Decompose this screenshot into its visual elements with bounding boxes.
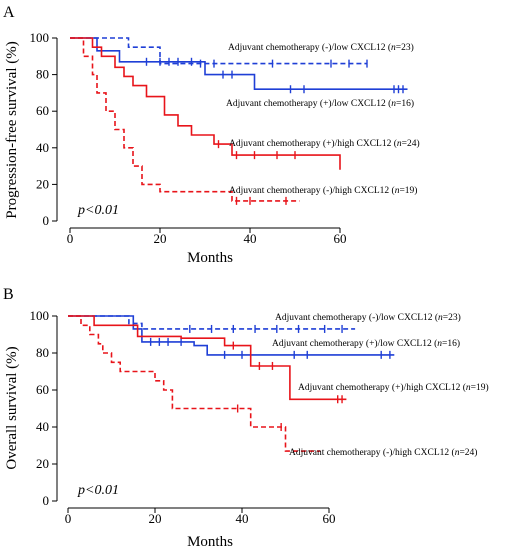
series-label-b-2: Adjuvant chemotherapy (+)/low CXCL12 (n=…	[272, 338, 460, 349]
y-axis-label-a: Progression-free survival (%)	[4, 41, 20, 218]
y-tick-label: 0	[43, 213, 50, 228]
series-label-b-4: Adjuvant chemotherapy (-)/high CXCL12 (n…	[289, 447, 477, 458]
y-axis-label-b: Overall survival (%)	[4, 346, 20, 469]
x-tick-label: 0	[67, 231, 74, 246]
series-label-a-4: Adjuvant chemotherapy (-)/high CXCL12 (n…	[229, 185, 417, 196]
x-tick-label: 0	[65, 511, 72, 526]
p-value-a: p<0.01	[77, 203, 119, 218]
x-tick-label: 20	[149, 511, 162, 526]
km-curve-3	[70, 37, 341, 170]
y-tick-label: 40	[36, 140, 49, 155]
panel-label-a: A	[3, 4, 15, 21]
series-label-b-1: Adjuvant chemotherapy (-)/low CXCL12 (n=…	[275, 312, 461, 323]
x-tick-label: 20	[154, 231, 167, 246]
km-curve-2	[70, 37, 408, 90]
series-label-a-1: Adjuvant chemotherapy (-)/low CXCL12 (n=…	[228, 42, 414, 53]
y-tick-label: 20	[36, 456, 49, 471]
panel-b: B Overall survival (%) Months p<0.01 0 20…	[3, 286, 489, 550]
axes-b: 0 20 40 60 80 100 0 20 40 60	[30, 308, 336, 526]
x-tick-label: 60	[334, 231, 347, 246]
series-labels-a: Adjuvant chemotherapy (-)/low CXCL12 (n=…	[226, 42, 420, 196]
km-curve-4	[70, 37, 300, 202]
km-curve-3	[68, 315, 347, 401]
p-value-b: p<0.01	[77, 483, 119, 498]
x-tick-label: 60	[323, 511, 336, 526]
y-tick-label: 80	[36, 345, 49, 360]
y-tick-label: 20	[36, 176, 49, 191]
x-tick-label: 40	[244, 231, 257, 246]
plot-area-a	[70, 37, 408, 205]
y-tick-label: 100	[30, 308, 50, 323]
y-tick-label: 60	[36, 382, 49, 397]
x-axis-label-b: Months	[187, 534, 233, 550]
series-label-b-3: Adjuvant chemotherapy (+)/high CXCL12 (n…	[298, 382, 489, 393]
plot-area-b	[68, 315, 395, 452]
panel-a: A Progression-free survival (%) Months p…	[3, 4, 420, 266]
km-curve-4	[68, 315, 321, 452]
y-tick-label: 40	[36, 419, 49, 434]
axes-a: 0 20 40 60 80 100 0 20 40 60	[30, 30, 347, 246]
panel-label-b: B	[3, 286, 14, 303]
y-tick-label: 100	[30, 30, 50, 45]
y-tick-label: 60	[36, 103, 49, 118]
series-label-a-2: Adjuvant chemotherapy (+)/low CXCL12 (n=…	[226, 98, 414, 109]
y-tick-label: 80	[36, 67, 49, 82]
series-labels-b: Adjuvant chemotherapy (-)/low CXCL12 (n=…	[272, 312, 489, 458]
km-curve-1	[70, 37, 367, 65]
x-axis-label-a: Months	[187, 250, 233, 266]
y-tick-label: 0	[43, 493, 50, 508]
x-tick-label: 40	[236, 511, 249, 526]
series-label-a-3: Adjuvant chemotherapy (+)/high CXCL12 (n…	[229, 138, 420, 149]
